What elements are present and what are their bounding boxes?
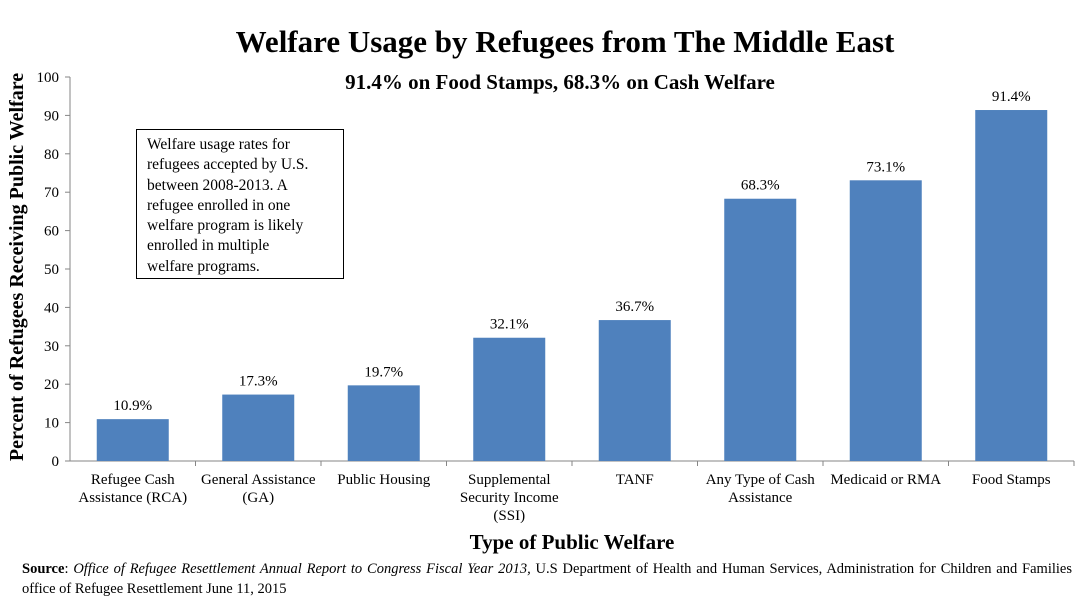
x-tick-label: Assistance (RCA) (78, 490, 187, 506)
y-tick-label: 0 (52, 454, 60, 470)
chart-title: Welfare Usage by Refugees from The Middl… (235, 24, 895, 59)
x-tick-label: (SSI) (493, 508, 525, 524)
data-label: 17.3% (239, 374, 278, 390)
chart-subtitle: 91.4% on Food Stamps, 68.3% on Cash Welf… (345, 70, 775, 94)
x-tick-label: Public Housing (337, 472, 430, 488)
bar (222, 394, 295, 461)
bar (347, 385, 420, 461)
data-label: 10.9% (113, 398, 152, 414)
y-tick-label: 100 (37, 70, 60, 86)
y-tick-label: 10 (44, 416, 59, 432)
bar (849, 180, 922, 461)
bar (724, 198, 797, 461)
y-axis-title: Percent of Refugees Receiving Public Wel… (6, 73, 28, 461)
y-tick-label: 80 (44, 147, 59, 163)
x-tick-label: Food Stamps (972, 472, 1051, 488)
bar (598, 320, 671, 461)
y-tick-label: 90 (44, 108, 59, 124)
y-tick-label: 70 (44, 185, 59, 201)
bar (473, 337, 546, 461)
x-tick-label: TANF (616, 472, 654, 488)
bar (96, 419, 169, 461)
x-tick-label: Assistance (728, 490, 792, 506)
x-tick-label: Medicaid or RMA (830, 472, 941, 488)
data-label: 68.3% (741, 178, 780, 194)
y-tick-label: 40 (44, 300, 59, 316)
x-tick-label: General Assistance (201, 472, 316, 488)
source-publisher: U.S Department of Health and Human Servi… (22, 561, 1072, 597)
data-label: 91.4% (992, 89, 1031, 105)
x-axis-title: Type of Public Welfare (470, 530, 675, 554)
x-tick-label: (GA) (242, 490, 274, 506)
source-label: Source (22, 561, 65, 577)
y-tick-label: 30 (44, 339, 59, 355)
y-tick-label: 20 (44, 377, 59, 393)
x-tick-label: Any Type of Cash (706, 472, 816, 488)
x-tick-label: Security Income (460, 490, 559, 506)
y-tick-label: 50 (44, 262, 59, 278)
data-label: 36.7% (615, 299, 654, 315)
x-tick-label: Supplemental (468, 472, 551, 488)
annotation-box: Welfare usage rates for refugees accepte… (136, 129, 344, 279)
data-label: 19.7% (364, 364, 403, 380)
y-tick-label: 60 (44, 224, 59, 240)
source-note: Source: Office of Refugee Resettlement A… (22, 561, 1072, 597)
x-tick-label: Refugee Cash (91, 472, 175, 488)
data-label: 73.1% (866, 159, 905, 175)
bar (975, 110, 1048, 462)
source-report-title: Office of Refugee Resettlement Annual Re… (73, 561, 531, 577)
data-label: 32.1% (490, 317, 529, 333)
